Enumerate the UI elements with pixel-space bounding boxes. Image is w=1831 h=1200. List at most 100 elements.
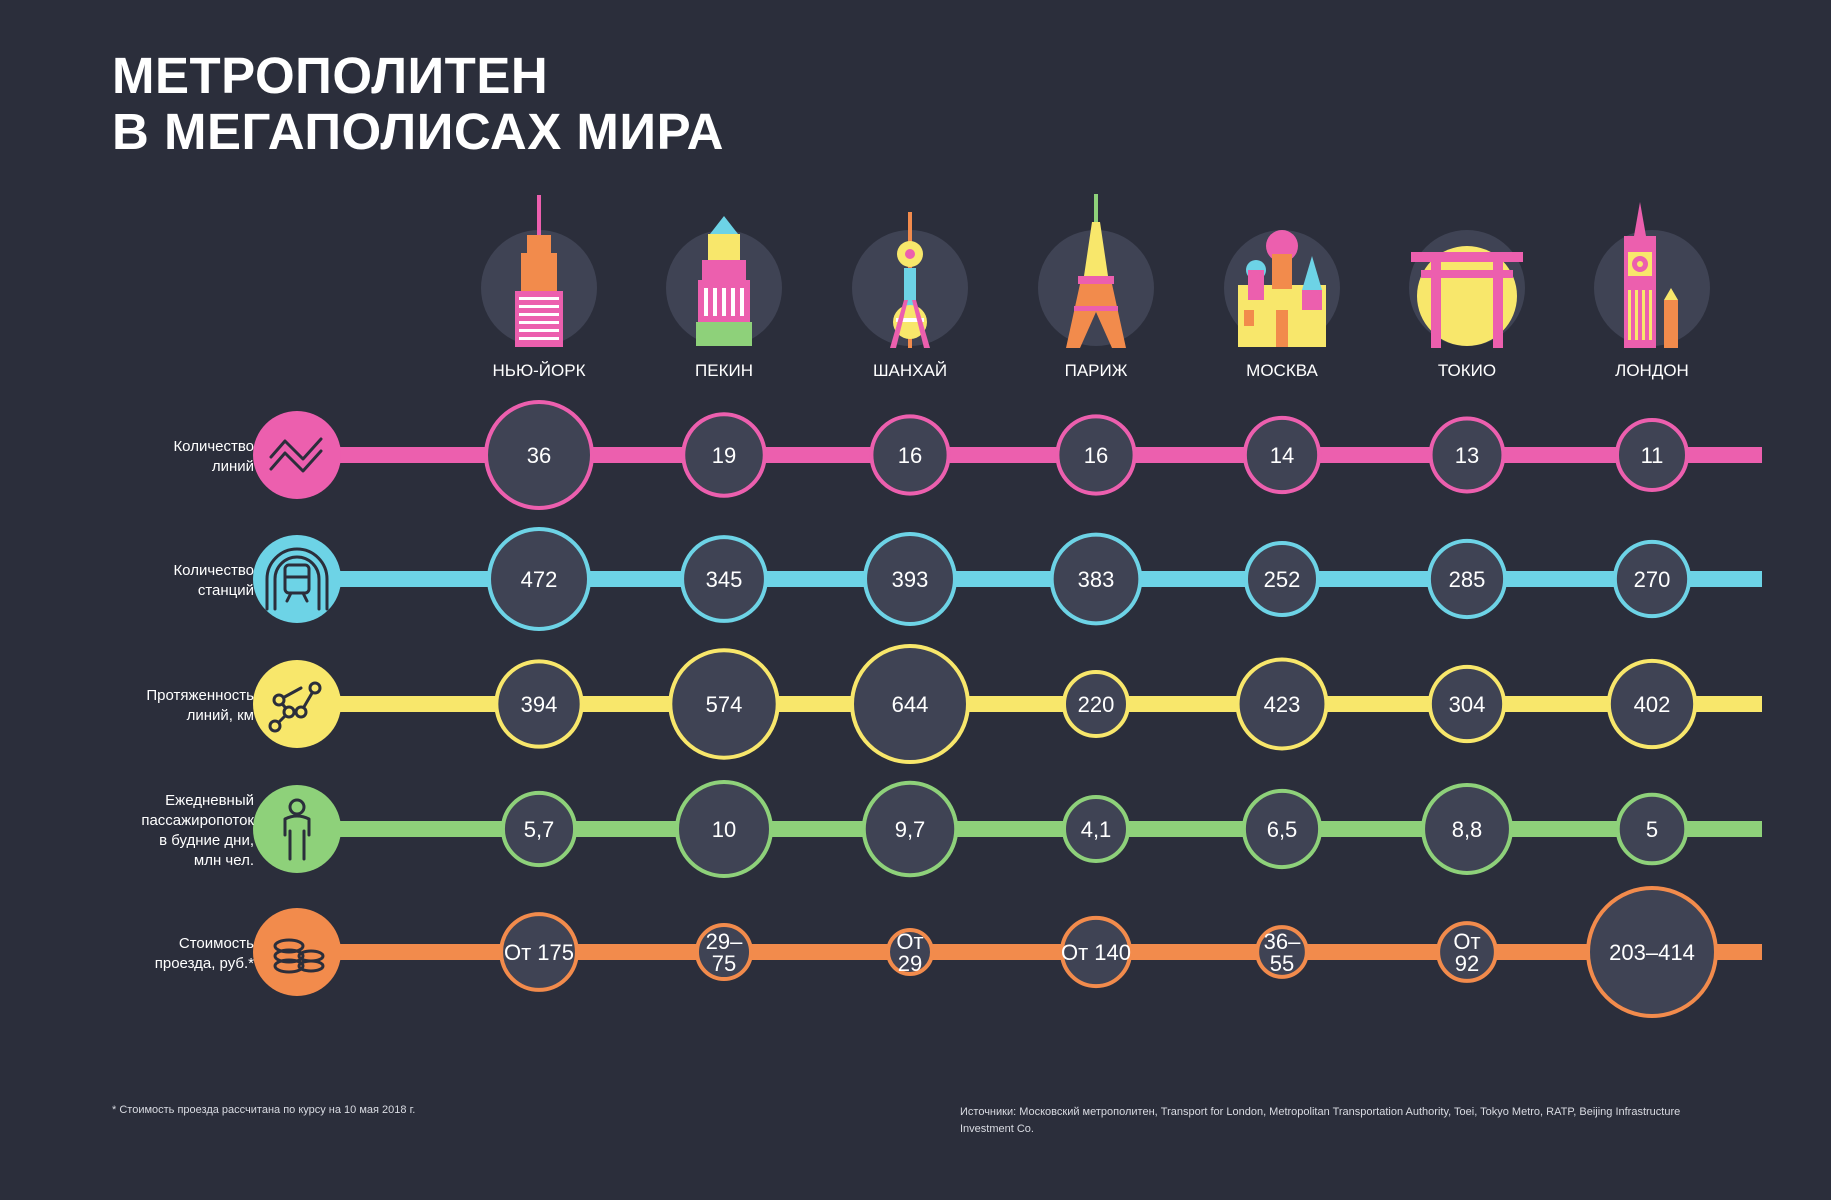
metric-icon-badge (253, 660, 341, 748)
metric-row-2: Количество станций 472 345 393 383 252 285 270 (173, 527, 1762, 631)
value-marker: 29–75 (694, 922, 754, 982)
value-circle (1244, 541, 1320, 617)
value-circle (1606, 658, 1698, 750)
value-marker: 13 (1428, 416, 1506, 494)
value-marker: 203–414 (1586, 886, 1718, 1018)
value-marker: 19 (681, 412, 767, 498)
value-label: 644 (892, 692, 929, 717)
value-circle (1055, 414, 1137, 496)
value-marker: 16 (1055, 414, 1137, 496)
value-marker: 644 (850, 644, 970, 764)
value-circle (1436, 921, 1498, 983)
value-label: 8,8 (1452, 817, 1483, 842)
metric-icon-badge (253, 785, 341, 873)
value-circle (1235, 657, 1329, 751)
value-circle (863, 532, 957, 626)
person-icon (283, 798, 311, 861)
value-circle (1059, 915, 1133, 989)
value-marker: От 175 (499, 912, 579, 992)
value-circle (1612, 539, 1692, 619)
value-marker: 220 (1062, 670, 1130, 738)
value-label: 285 (1449, 567, 1486, 592)
route-nodes-icon (268, 681, 322, 733)
value-label: 75 (712, 951, 736, 976)
value-marker: 6,5 (1241, 788, 1323, 870)
value-label: 29– (706, 929, 743, 954)
value-label: 4,1 (1081, 817, 1112, 842)
value-circle (675, 780, 773, 878)
value-label: 11 (1641, 443, 1664, 468)
metric-label-line: Стоимость (179, 935, 254, 952)
city-label: ТОКИО (1438, 361, 1496, 380)
value-marker: 5,7 (500, 790, 578, 868)
kremlin-icon (1224, 230, 1340, 347)
value-marker: 11 (1615, 418, 1689, 492)
value-label: 304 (1449, 692, 1486, 717)
train-tunnel-icon (265, 547, 329, 611)
value-label: 36– (1264, 929, 1301, 954)
value-circle (886, 928, 934, 976)
coins-icon (273, 938, 325, 974)
metric-row-1: Количество линий 36 19 16 16 14 13 11 (173, 400, 1762, 510)
metric-label-line: Количество (173, 562, 254, 579)
sources-note: Источники: Московский метрополитен, Tran… (960, 1106, 1681, 1135)
value-circle (484, 400, 594, 510)
eiffel-tower-icon (1038, 194, 1154, 348)
value-circle (494, 659, 584, 749)
value-marker: 472 (487, 527, 591, 631)
value-marker: 36 (484, 400, 594, 510)
value-circle (1586, 886, 1718, 1018)
value-marker: 252 (1244, 541, 1320, 617)
value-label: 393 (892, 567, 929, 592)
value-circle (1615, 792, 1689, 866)
value-circle (869, 414, 951, 496)
value-label: 345 (706, 567, 743, 592)
value-label: 5,7 (524, 817, 555, 842)
page-title: МЕТРОПОЛИТЕН В МЕГАПОЛИСАХ МИРА (112, 48, 724, 160)
value-label: 55 (1270, 951, 1294, 976)
value-label: От 140 (1061, 940, 1131, 965)
value-circle (1241, 788, 1323, 870)
value-label: 13 (1455, 443, 1479, 468)
value-label: 29 (898, 951, 922, 976)
value-circle (1062, 795, 1130, 863)
value-circle (694, 922, 754, 982)
value-label: 16 (1084, 443, 1108, 468)
value-marker: 14 (1242, 415, 1322, 495)
value-label: 19 (712, 443, 736, 468)
value-label: 423 (1264, 692, 1301, 717)
value-label: От (1453, 929, 1480, 954)
value-label: От (896, 929, 923, 954)
value-circle (1615, 418, 1689, 492)
metric-label-line: Количество (173, 438, 254, 455)
value-label: 402 (1634, 692, 1671, 717)
tv-tower-icon (852, 212, 968, 348)
value-label: 92 (1455, 951, 1479, 976)
value-label: 6,5 (1267, 817, 1298, 842)
value-marker: 4,1 (1062, 795, 1130, 863)
value-marker: 383 (1049, 532, 1143, 626)
city-column-6: ТОКИО (1409, 230, 1525, 380)
value-label: 574 (706, 692, 743, 717)
city-column-5: МОСКВА (1224, 230, 1340, 380)
value-marker: 9,7 (861, 780, 959, 878)
value-label: 383 (1078, 567, 1115, 592)
value-circle (499, 912, 579, 992)
value-marker: 574 (668, 648, 780, 760)
skyscraper-icon (481, 195, 597, 347)
footnote: * Стоимость проезда рассчитана по курсу … (112, 1104, 416, 1116)
title-line-2: В МЕГАПОЛИСАХ МИРА (112, 103, 724, 160)
metric-row-4: Ежедневный пассажиропоток в будние дни, млн… (141, 780, 1762, 878)
value-circle (1428, 416, 1506, 494)
city-label: ПЕКИН (695, 361, 753, 380)
value-circle (681, 412, 767, 498)
value-marker: 304 (1427, 664, 1507, 744)
value-circle (487, 527, 591, 631)
value-label: 36 (527, 443, 551, 468)
city-column-3: ШАНХАЙ (852, 212, 968, 380)
metric-label-line: проезда, руб.* (155, 955, 254, 972)
city-label: НЬЮ-ЙОРК (493, 361, 586, 380)
